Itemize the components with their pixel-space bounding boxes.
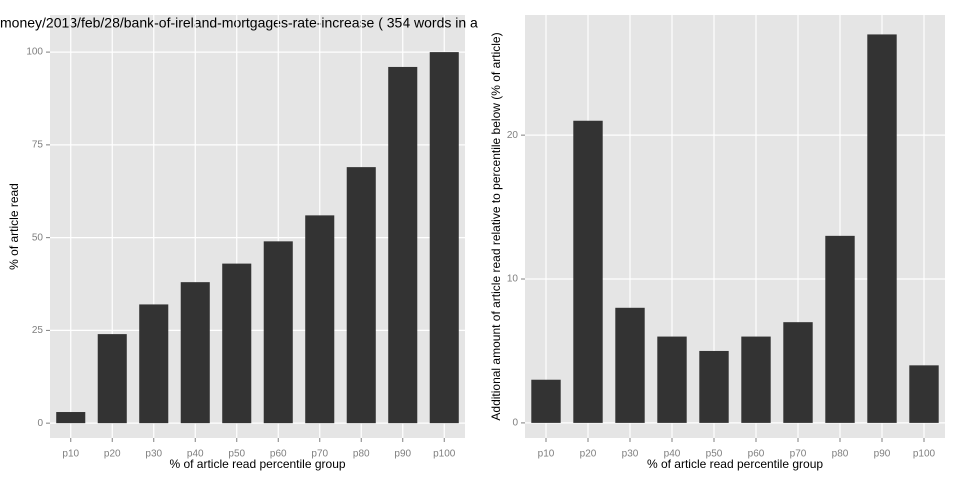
bar: [305, 215, 335, 424]
x-tick-label: p70: [311, 449, 328, 460]
bar: [346, 167, 376, 424]
x-tick-label: p30: [145, 449, 162, 460]
y-tick-label: 0: [37, 418, 43, 429]
bar: [699, 350, 729, 423]
x-tick-label: p100: [433, 449, 456, 460]
y-tick-label: 10: [507, 274, 519, 285]
x-tick-label: p50: [706, 449, 723, 460]
bar: [97, 334, 127, 424]
x-tick-label: p90: [394, 449, 411, 460]
x-axis-title: % of article read percentile group: [169, 457, 345, 471]
x-tick-label: p40: [664, 449, 681, 460]
bar: [139, 304, 169, 424]
x-tick-label: p80: [353, 449, 370, 460]
y-tick-label: 20: [507, 130, 519, 141]
bar: [783, 322, 813, 423]
x-tick-label: p80: [832, 449, 849, 460]
bar: [741, 336, 771, 423]
y-tick-label: 25: [32, 325, 44, 336]
x-tick-label: p100: [913, 449, 936, 460]
bar: [56, 412, 86, 424]
y-tick-label: 50: [32, 232, 44, 243]
y-tick-label: 100: [26, 47, 43, 58]
x-tick-label: p20: [104, 449, 121, 460]
y-axis-title: Additional amount of article read relati…: [489, 32, 503, 420]
bar: [615, 307, 645, 423]
bar: [825, 235, 855, 423]
x-tick-label: p60: [270, 449, 287, 460]
x-tick-label: p60: [748, 449, 765, 460]
x-tick-label: p70: [790, 449, 807, 460]
bar: [867, 34, 897, 423]
bar: [180, 282, 210, 424]
bar: [909, 365, 939, 423]
x-tick-label: p40: [187, 449, 204, 460]
bar: [531, 379, 561, 423]
chart-title: money/2013/feb/28/bank-of-ireland-mortga…: [0, 15, 478, 31]
x-tick-label: p50: [228, 449, 245, 460]
x-tick-label: p10: [538, 449, 555, 460]
bar: [388, 66, 418, 424]
x-tick-label: p90: [874, 449, 891, 460]
y-tick-label: 75: [32, 140, 44, 151]
y-tick-label: 0: [512, 418, 518, 429]
x-axis-title: % of article read percentile group: [647, 457, 823, 471]
x-tick-label: p20: [580, 449, 597, 460]
bar: [263, 241, 293, 424]
bar: [573, 120, 603, 423]
bar: [657, 336, 687, 423]
x-tick-label: p10: [62, 449, 79, 460]
bar: [222, 263, 252, 424]
x-tick-label: p30: [622, 449, 639, 460]
bar: [429, 52, 459, 424]
y-axis-title: % of article read: [7, 183, 21, 270]
